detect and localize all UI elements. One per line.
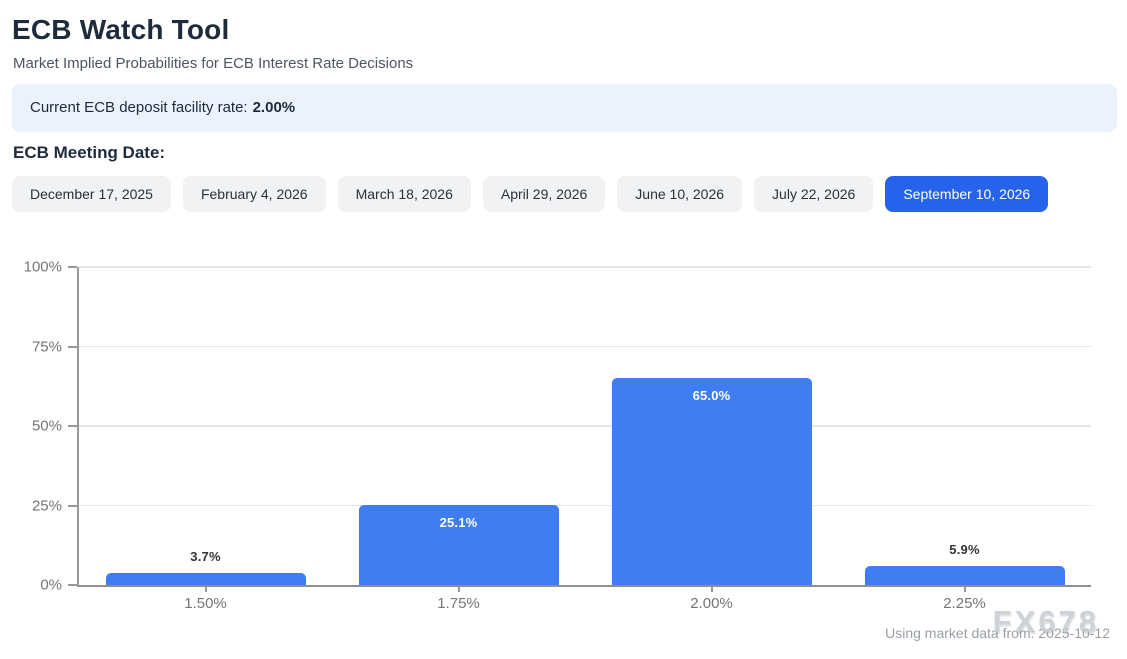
meeting-date-label: ECB Meeting Date:: [13, 143, 166, 162]
y-axis-tick: [68, 584, 77, 586]
meeting-date-button-mar18[interactable]: March 18, 2026: [337, 176, 471, 212]
current-rate-banner: Current ECB deposit facility rate: 2.00%: [12, 84, 1117, 132]
y-axis-tick: [68, 425, 77, 427]
plot-area: 0% 25% 50% 75% 100% 3.7% 1.50% 25.1% 1.75% 65.0% 2…: [24, 259, 1091, 612]
current-rate-value: 2.00%: [252, 99, 296, 116]
bar[interactable]: [864, 566, 1065, 585]
y-axis-label: 100%: [23, 258, 62, 276]
page-subtitle: Market Implied Probabilities for ECB Int…: [13, 55, 414, 72]
meeting-date-button-jul22[interactable]: July 22, 2026: [754, 176, 874, 212]
y-axis-label: 0%: [40, 576, 62, 594]
bar[interactable]: [611, 378, 812, 585]
meeting-date-button-dec17[interactable]: December 17, 2025: [12, 176, 171, 212]
gridline: [79, 504, 1091, 507]
x-axis-tick: [963, 587, 966, 592]
y-axis-tick: [68, 345, 77, 348]
x-axis-tick: [204, 587, 207, 592]
x-axis-label: 2.00%: [690, 595, 733, 612]
fx678-watermark: FX678: [992, 604, 1099, 639]
x-axis-label: 2.25%: [943, 595, 986, 612]
x-axis-tick: [710, 587, 713, 592]
x-axis-tick: [457, 587, 460, 592]
bar-value-label: 3.7%: [190, 549, 221, 565]
y-axis-label: 50%: [31, 417, 62, 435]
meeting-date-button-jun10[interactable]: June 10, 2026: [617, 176, 743, 212]
bar-value-label: 65.0%: [692, 388, 731, 404]
bar-value-label: 5.9%: [949, 542, 980, 558]
bar-value-label: 25.1%: [439, 515, 478, 531]
meeting-date-button-apr29[interactable]: April 29, 2026: [482, 176, 606, 212]
meeting-date-button-feb4[interactable]: February 4, 2026: [182, 176, 326, 212]
probability-chart: 0% 25% 50% 75% 100% 3.7% 1.50% 25.1% 1.75% 65.0% 2…: [0, 212, 1127, 659]
meeting-date-button-sep10-selected[interactable]: September 10, 2026: [885, 176, 1049, 212]
bar[interactable]: [358, 505, 559, 585]
y-axis-tick: [68, 266, 77, 268]
meeting-date-selector: December 17, 2025 February 4, 2026 March…: [12, 176, 1117, 212]
gridline: [79, 345, 1091, 348]
current-rate-label: Current ECB deposit facility rate:: [30, 99, 248, 116]
data-source-note: Using market data from: 2025-10-12: [885, 625, 1110, 641]
gridline: [79, 266, 1091, 268]
y-axis-tick: [68, 504, 77, 507]
bar[interactable]: [105, 573, 306, 585]
gridline: [79, 425, 1091, 427]
x-axis-label: 1.75%: [437, 595, 480, 612]
x-axis-label: 1.50%: [184, 595, 227, 612]
y-axis-label: 25%: [31, 497, 62, 514]
y-axis-label: 75%: [31, 338, 62, 355]
page-title: ECB Watch Tool: [12, 14, 230, 45]
